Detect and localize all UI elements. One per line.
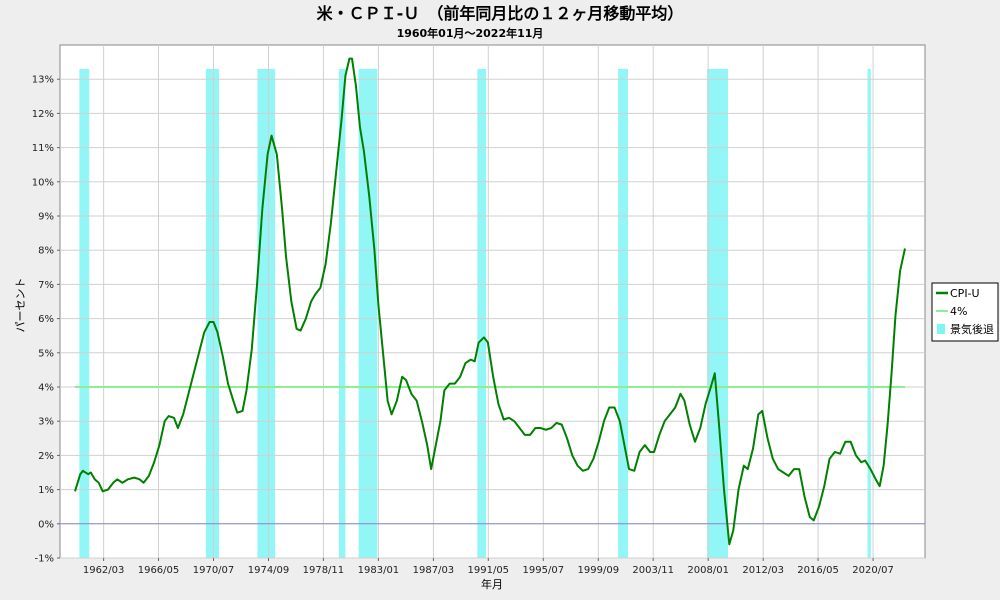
x-tick-label: 2003/11 <box>632 565 674 576</box>
y-tick-label: 6% <box>38 314 54 325</box>
y-axis-label: パーセント <box>14 278 27 333</box>
x-tick-label: 2016/05 <box>797 565 839 576</box>
recession-band <box>257 68 276 558</box>
y-tick-label: 5% <box>38 348 54 359</box>
recession-band <box>79 68 90 558</box>
y-tick-label: 13% <box>32 75 54 86</box>
y-tick-label: 12% <box>32 109 54 120</box>
series-line-cpi-u <box>74 57 906 546</box>
x-tick-label: 1970/07 <box>193 565 235 576</box>
y-tick-label: 3% <box>38 417 54 428</box>
recession-band <box>205 68 220 558</box>
x-axis-ticks: 1962/03 1966/05 1970/07 1974/09 1978/11 1983/… <box>83 558 894 576</box>
x-tick-label: 1995/07 <box>523 565 565 576</box>
y-tick-label: -1% <box>35 554 54 565</box>
x-tick-label: 1962/03 <box>83 565 125 576</box>
y-tick-label: 8% <box>38 246 54 257</box>
x-tick-label: 1978/11 <box>303 565 345 576</box>
chart-title: 米・ＣＰＩ-Ｕ （前年同月比の１２ヶ月移動平均） <box>317 4 684 23</box>
recession-band <box>618 68 628 558</box>
legend-label: 4% <box>950 305 967 318</box>
plot-area <box>59 44 926 559</box>
recession-band <box>867 68 871 558</box>
legend: CPI-U 4% 景気後退 <box>931 282 999 342</box>
y-axis-ticks: -1% 0% 1% 2% 3% 4% 5% 6% 7% 8% 9% 10% 11% 12% 13% <box>32 75 60 565</box>
x-tick-label: 1987/03 <box>413 565 455 576</box>
x-tick-label: 1983/01 <box>358 565 400 576</box>
y-tick-label: 11% <box>32 143 54 154</box>
y-tick-label: 10% <box>32 177 54 188</box>
x-tick-label: 2020/07 <box>852 565 894 576</box>
x-tick-label: 1966/05 <box>138 565 180 576</box>
y-tick-label: 0% <box>38 519 54 530</box>
legend-label: 景気後退 <box>950 322 994 336</box>
recession-band <box>358 68 378 558</box>
recession-band <box>707 68 728 558</box>
recession-bands <box>79 68 871 558</box>
chart-subtitle: 1960年01月～2022年11月 <box>397 26 544 40</box>
x-tick-label: 1999/09 <box>578 565 620 576</box>
legend-swatch <box>937 324 945 334</box>
y-tick-label: 1% <box>38 485 54 496</box>
recession-band <box>477 68 487 558</box>
x-tick-label: 2012/03 <box>742 565 784 576</box>
y-tick-label: 2% <box>38 451 54 462</box>
y-tick-label: 4% <box>38 383 54 394</box>
series-lines <box>60 57 925 546</box>
x-tick-label: 1974/09 <box>248 565 290 576</box>
x-tick-label: 2008/01 <box>687 565 729 576</box>
x-axis-label: 年月 <box>481 577 503 591</box>
y-tick-label: 9% <box>38 212 54 223</box>
recession-band <box>338 68 346 558</box>
x-tick-label: 1991/05 <box>468 565 510 576</box>
legend-label: CPI-U <box>950 287 980 300</box>
y-tick-label: 7% <box>38 280 54 291</box>
